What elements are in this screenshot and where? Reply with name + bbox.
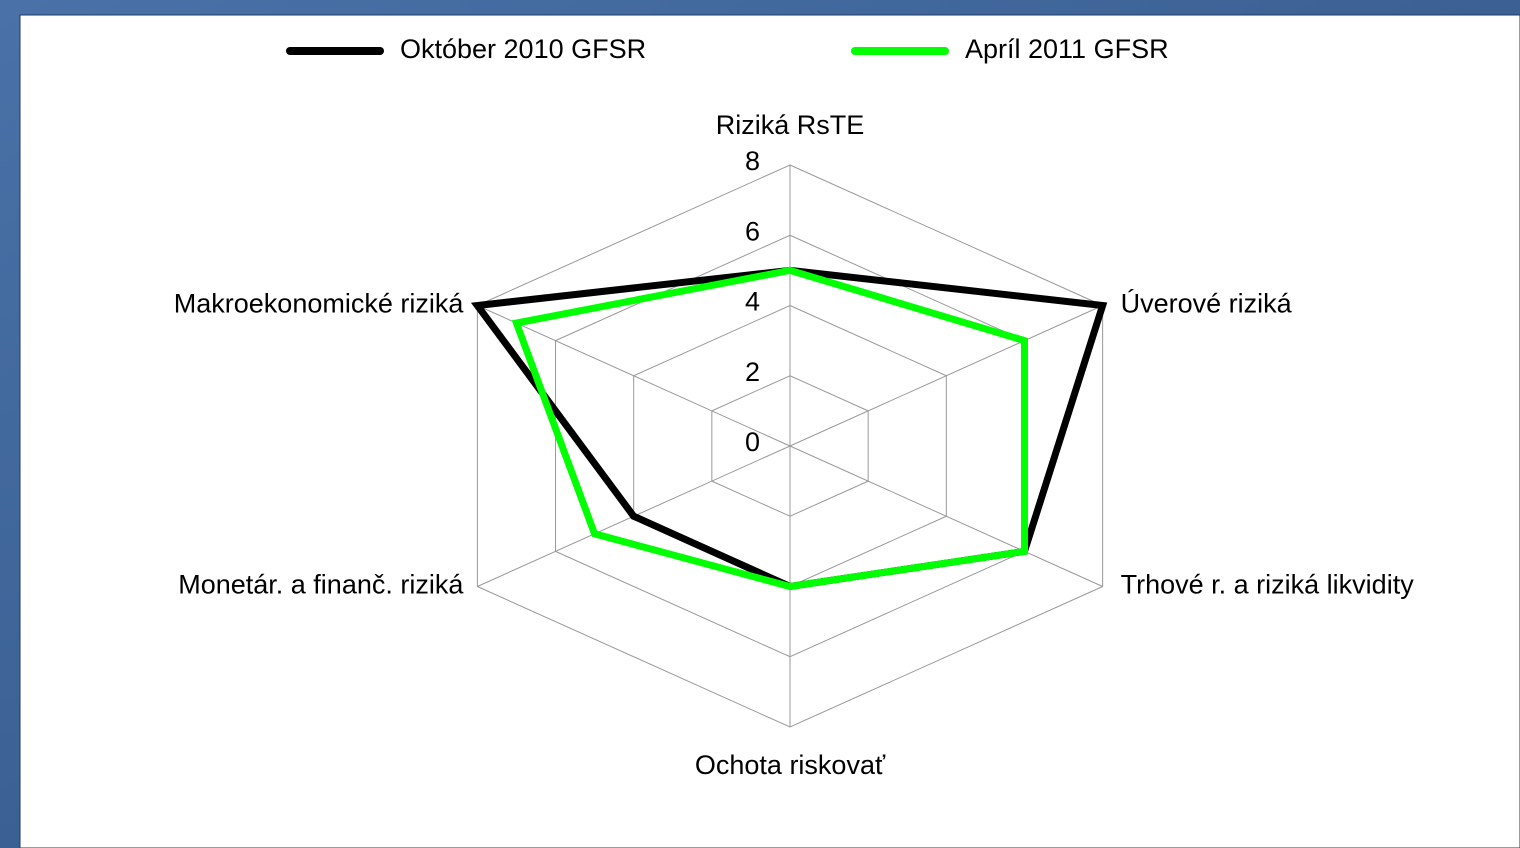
category-label: Trhové r. a riziká likvidity — [1121, 570, 1415, 600]
y-tick-label: 6 — [745, 216, 760, 246]
category-label: Makroekonomické riziká — [174, 289, 465, 319]
y-tick-label: 8 — [745, 146, 760, 176]
spoke — [789, 445, 1103, 587]
series-line — [511, 266, 1028, 591]
category-label: Riziká RsTE — [716, 110, 865, 140]
legend-label: Apríl 2011 GFSR — [965, 34, 1169, 64]
y-tick-label: 0 — [745, 427, 760, 457]
spoke — [789, 305, 1103, 447]
spoke — [477, 305, 791, 447]
y-tick-label: 4 — [745, 287, 760, 317]
category-label: Monetár. a finanč. riziká — [178, 570, 464, 600]
category-label: Ochota riskovať — [695, 750, 886, 780]
category-label: Úverové riziká — [1121, 288, 1293, 319]
legend-label: Október 2010 GFSR — [400, 34, 646, 64]
panel — [19, 14, 1520, 848]
y-tick-label: 2 — [745, 357, 760, 387]
